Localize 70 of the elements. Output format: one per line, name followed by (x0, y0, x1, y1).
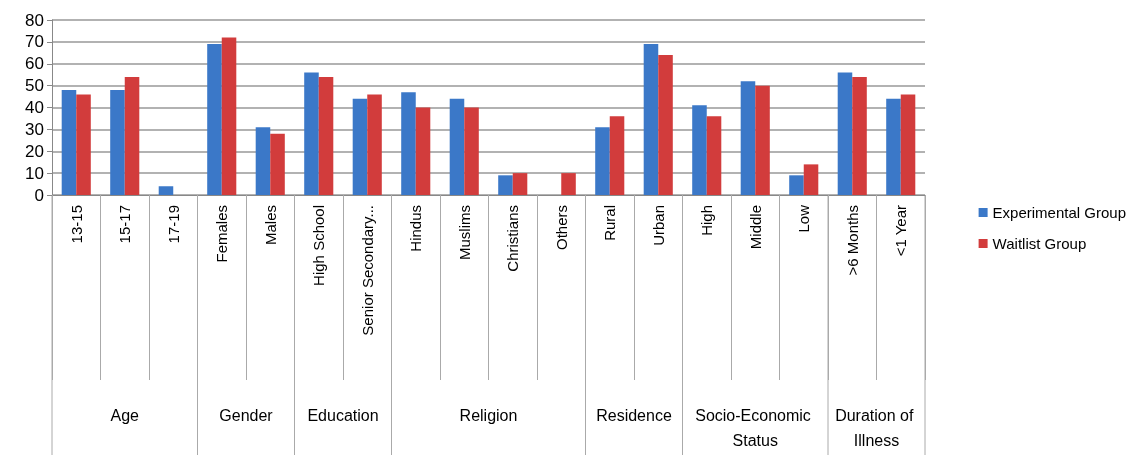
y-tick-label: 50 (25, 76, 44, 96)
x-tick-label: 15-17 (116, 205, 134, 244)
y-tick-label: 80 (25, 10, 44, 30)
bar (595, 127, 610, 195)
bar (900, 94, 916, 195)
bar (110, 90, 125, 195)
x-tick-label: High School (310, 205, 328, 286)
x-tick-label: Hindus (407, 205, 425, 252)
bar (304, 72, 319, 195)
bar (449, 98, 465, 195)
bar (352, 98, 368, 195)
y-tick-label: 20 (25, 141, 44, 161)
bar (803, 164, 819, 195)
y-tick-label: 0 (34, 185, 44, 205)
text: Gender (219, 407, 274, 424)
y-tick-label: 10 (25, 163, 44, 183)
bar (789, 175, 804, 195)
x-tick-label: Senior Secondary... (358, 205, 376, 336)
text: Age (110, 407, 140, 424)
x-tick-label: >6 Months (843, 205, 861, 276)
text: Socio-Economic Status (695, 407, 816, 449)
y-tick-label: 70 (25, 32, 44, 52)
bar (415, 107, 431, 195)
bar (61, 90, 77, 195)
bar (367, 94, 382, 195)
bar (512, 173, 528, 195)
bar (255, 127, 271, 195)
text: Religion (459, 407, 518, 424)
bar (561, 173, 576, 195)
bar (658, 55, 673, 195)
bar (207, 44, 222, 195)
bar (76, 94, 91, 195)
bar (692, 105, 707, 195)
bar (740, 81, 756, 195)
y-tick-label: 40 (25, 98, 44, 117)
x-tick-label: Low (795, 204, 813, 233)
x-tick-label: Rural (601, 205, 619, 241)
bar (401, 92, 416, 195)
bar (886, 98, 901, 195)
bar (755, 85, 770, 195)
bar (706, 116, 722, 195)
x-tick-label: High (698, 205, 716, 236)
bar (852, 76, 867, 195)
bar (270, 133, 285, 195)
y-tick-label: 60 (25, 54, 44, 74)
x-tick-label: Others (552, 205, 570, 251)
bar (464, 107, 479, 195)
x-tick-label: 17-19 (164, 205, 182, 244)
bar (158, 186, 174, 195)
bar (221, 37, 237, 195)
legend-label: Experimental Group (992, 204, 1127, 221)
x-tick-label: Males (261, 205, 279, 246)
bar (318, 76, 334, 195)
x-tick-label: Females (213, 205, 231, 263)
x-tick-label: 13-15 (67, 205, 85, 244)
x-tick-label: Muslims (455, 205, 473, 260)
x-tick-label: Middle (746, 205, 764, 250)
y-tick-label: 30 (25, 119, 44, 139)
text: Residence (596, 407, 672, 424)
legend-label: Waitlist Group (992, 235, 1087, 252)
text: Duration of Illness (835, 407, 918, 449)
x-tick-label: Christians (504, 205, 522, 272)
x-tick-label: <1 Year (892, 205, 910, 257)
x-tick-label: Urban (649, 205, 667, 246)
bar (498, 175, 513, 195)
bar (609, 116, 625, 195)
text: Education (307, 407, 379, 424)
bar (124, 76, 140, 195)
bar (837, 72, 853, 195)
bar (643, 44, 659, 195)
